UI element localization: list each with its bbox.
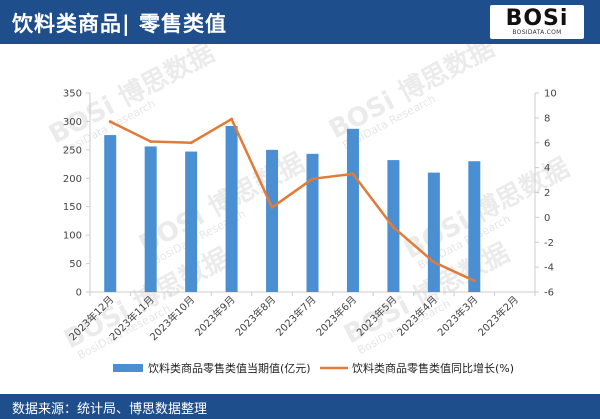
- line-point: [270, 205, 274, 209]
- line-series: [108, 117, 476, 283]
- bar: [266, 149, 279, 292]
- left-tick-label: 200: [63, 174, 82, 185]
- line-point: [311, 177, 314, 181]
- line-point: [149, 140, 153, 144]
- right-tick-label: 2: [544, 188, 550, 199]
- left-tick-label: 50: [69, 259, 82, 270]
- legend-label-bar: 饮料类商品零售类值当期值(亿元): [148, 361, 311, 375]
- legend-swatch-bar: [113, 364, 143, 372]
- right-tick-label: 4: [544, 163, 550, 174]
- right-tick-label: 8: [544, 113, 550, 124]
- left-tick-label: 150: [63, 202, 82, 213]
- line-point: [108, 120, 112, 124]
- legend-label-line: 饮料类商品零售类值同比增长(%): [352, 361, 514, 375]
- bar: [185, 151, 198, 292]
- line-point: [189, 141, 193, 145]
- x-tick-label: 2023年7月: [273, 293, 319, 339]
- bar: [144, 146, 157, 292]
- growth-line: [109, 117, 475, 282]
- x-tick-label: 2023年8月: [232, 293, 278, 339]
- line-point: [351, 172, 355, 176]
- line-point: [230, 117, 234, 121]
- source-note: 数据来源：统计局、博思数据整理: [12, 402, 208, 417]
- line-point: [391, 225, 395, 229]
- x-tick-label: 2023年9月: [192, 293, 238, 339]
- brand-logo: BOSi BOSIDATA.COM: [490, 5, 584, 39]
- bar-series: [104, 125, 481, 292]
- chart-legend: 饮料类商品零售类值当期值(亿元) 饮料类商品零售类值同比增长(%): [113, 361, 514, 375]
- right-tick-label: 6: [544, 138, 550, 149]
- bar: [468, 161, 481, 292]
- left-tick-label: 0: [76, 288, 82, 299]
- left-tick-label: 250: [63, 145, 82, 156]
- bar: [306, 153, 319, 292]
- header-bar: 饮料类商品| 零售类值 BOSi BOSIDATA.COM: [0, 0, 600, 44]
- bar: [225, 125, 238, 292]
- line-point: [432, 260, 436, 264]
- left-tick-label: 100: [63, 231, 82, 242]
- logo-text: BOSi: [505, 6, 569, 31]
- x-tick-label: 2023年2月: [475, 293, 521, 339]
- chart-axes: 0 50 100 150 200 250 300 350 -6 -4 -2 0 2 4 6 8 10: [63, 89, 557, 299]
- footer-bar: 数据来源：统计局、博思数据整理: [0, 394, 600, 419]
- line-point: [472, 279, 476, 283]
- watermark-brand: BOSi 博思数据: [134, 148, 309, 260]
- bar: [104, 135, 117, 292]
- right-tick-label: -6: [544, 288, 554, 299]
- right-tick-label: 0: [544, 213, 550, 224]
- right-tick-label: -4: [544, 263, 554, 274]
- left-tick-label: 350: [63, 89, 82, 100]
- page-title: 饮料类商品| 零售类值: [12, 12, 227, 36]
- bar: [346, 128, 359, 292]
- logo-subtext: BOSIDATA.COM: [512, 29, 562, 36]
- bar: [427, 172, 440, 292]
- right-tick-label: 10: [544, 89, 557, 100]
- left-tick-label: 300: [63, 117, 82, 128]
- right-tick-label: -2: [544, 238, 554, 249]
